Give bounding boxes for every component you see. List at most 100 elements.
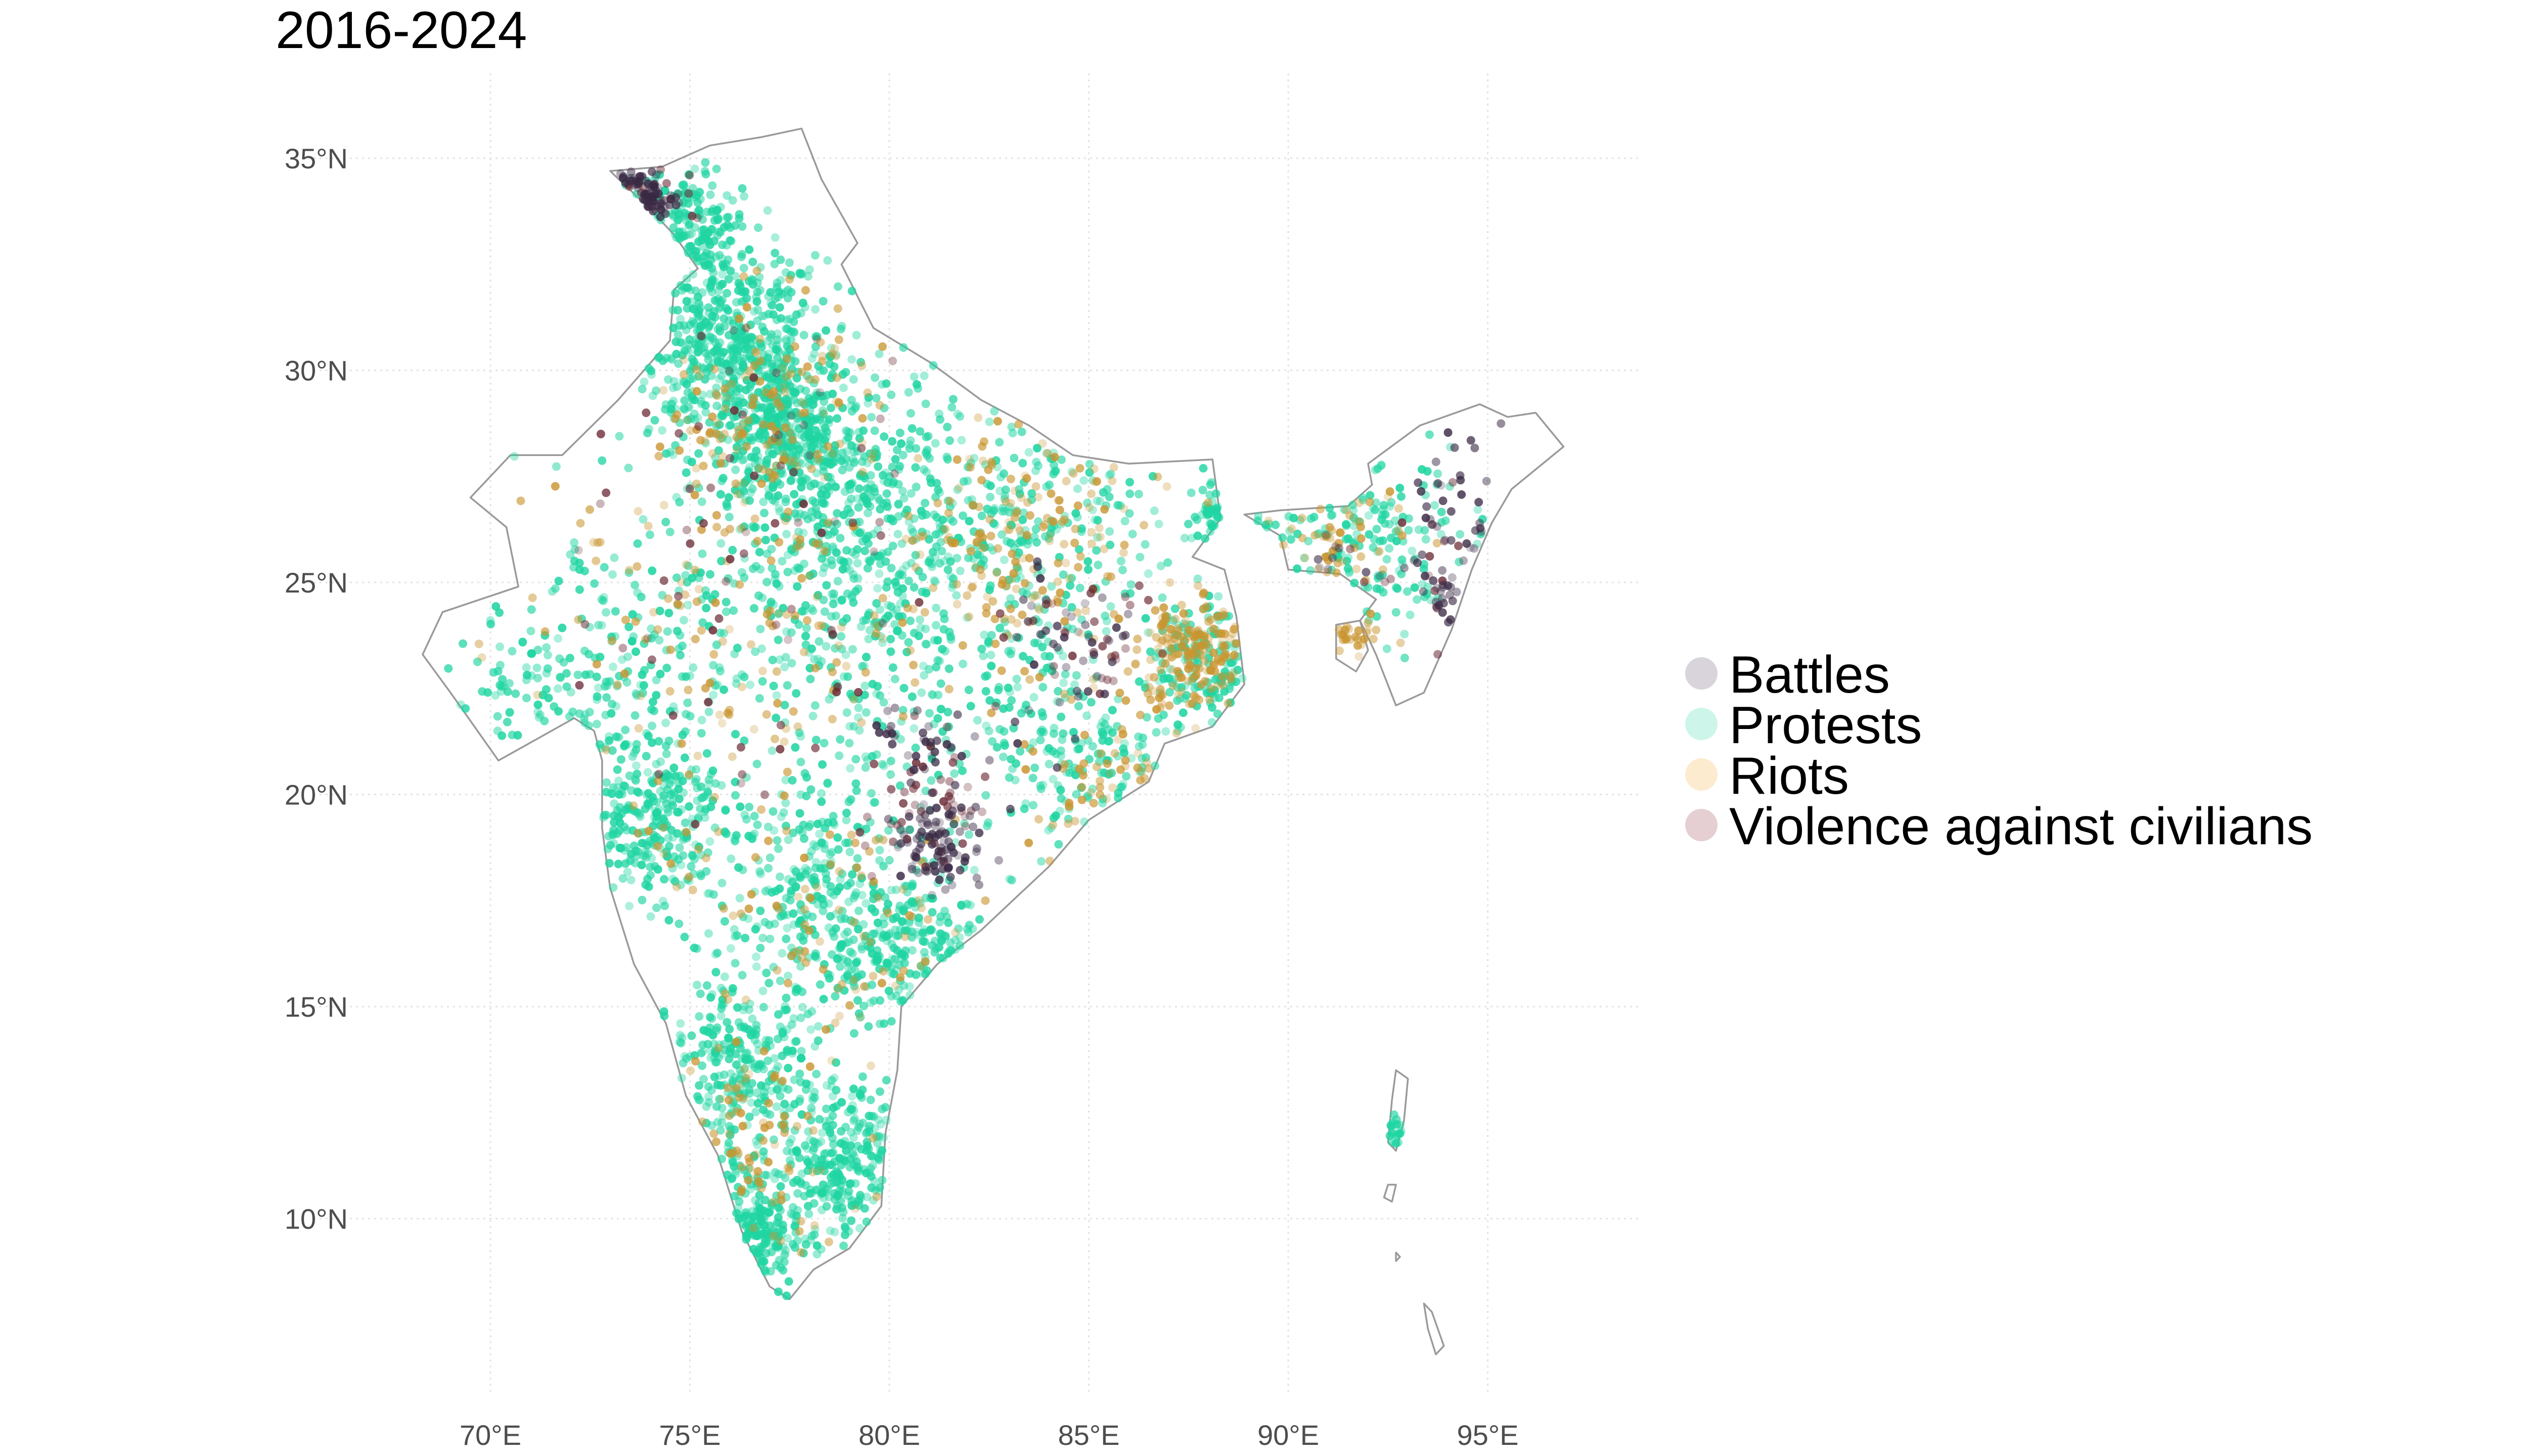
event-point [898,450,908,460]
event-point [802,792,811,800]
event-point [1209,648,1218,657]
country-outline [422,127,1565,1355]
event-point [801,958,810,967]
event-point [899,494,909,503]
event-point [918,587,927,597]
event-point [904,638,913,647]
event-point [1093,496,1102,506]
event-point [894,570,904,579]
event-point [887,886,896,895]
event-point [869,1133,878,1143]
event-point [790,342,799,351]
event-point [1036,736,1045,745]
event-point [819,366,828,375]
event-point [674,808,683,817]
event-point [1187,488,1196,497]
event-point [1065,574,1074,583]
event-point [1017,709,1026,718]
event-point [834,400,843,409]
event-point [1033,517,1043,526]
event-point [815,637,824,646]
event-point [831,441,840,450]
event-point [709,347,718,356]
event-point [855,434,864,443]
event-point [682,216,691,225]
event-point [1034,815,1043,824]
event-point [717,254,727,263]
event-point [700,363,709,373]
event-point [772,1102,781,1111]
event-point [724,1083,733,1092]
event-point [835,867,844,876]
event-point [678,731,687,740]
event-point [872,599,881,608]
event-point [812,593,822,602]
event-point [982,721,991,731]
event-point [1036,857,1046,866]
event-point [887,564,896,573]
event-point [1413,595,1421,604]
event-point [1136,710,1145,719]
event-point [829,811,838,821]
event-point [686,712,695,721]
event-point [803,362,812,371]
event-point [780,737,789,746]
event-point [751,1030,760,1039]
event-point [838,466,847,475]
event-point [1200,506,1209,515]
event-point [976,529,985,538]
event-point [742,442,751,451]
event-point [1306,514,1316,523]
event-point [766,288,775,297]
event-point [1098,736,1107,745]
event-point [1066,581,1075,590]
event-point [1372,525,1381,534]
event-point [973,716,982,725]
event-point [864,399,873,408]
event-point [1045,536,1054,545]
event-point [841,368,850,377]
event-point [868,752,877,761]
event-point [685,230,694,239]
event-point [711,779,720,788]
event-point [804,375,814,384]
event-point [907,559,916,568]
event-point [773,836,782,845]
event-point [696,195,705,204]
event-point [1028,593,1037,602]
event-point [861,763,870,772]
event-point [760,509,769,518]
event-point [535,710,545,719]
event-point [717,1118,727,1127]
event-point [947,538,957,548]
event-point [683,345,692,354]
event-point [959,477,968,486]
event-point [562,682,571,691]
event-point [705,837,714,846]
event-point [748,484,757,493]
event-point [1108,706,1117,715]
event-point [986,531,996,540]
event-point [715,420,724,429]
event-point [813,450,822,459]
event-point [710,1072,719,1081]
event-point [724,306,733,315]
event-point [828,1091,837,1101]
event-point [759,1003,768,1012]
event-point [1385,520,1394,529]
event-point [687,1031,696,1040]
event-point [739,272,748,281]
event-point [869,529,878,538]
event-point [758,594,767,602]
event-point [678,642,687,650]
event-point [859,492,868,501]
event-point [740,672,749,681]
event-point [894,500,903,509]
event-point [837,1195,846,1204]
event-point [758,666,767,675]
event-point [508,647,517,656]
event-point [679,851,688,860]
event-point [711,389,720,398]
event-point [620,823,629,832]
event-point [712,641,721,650]
